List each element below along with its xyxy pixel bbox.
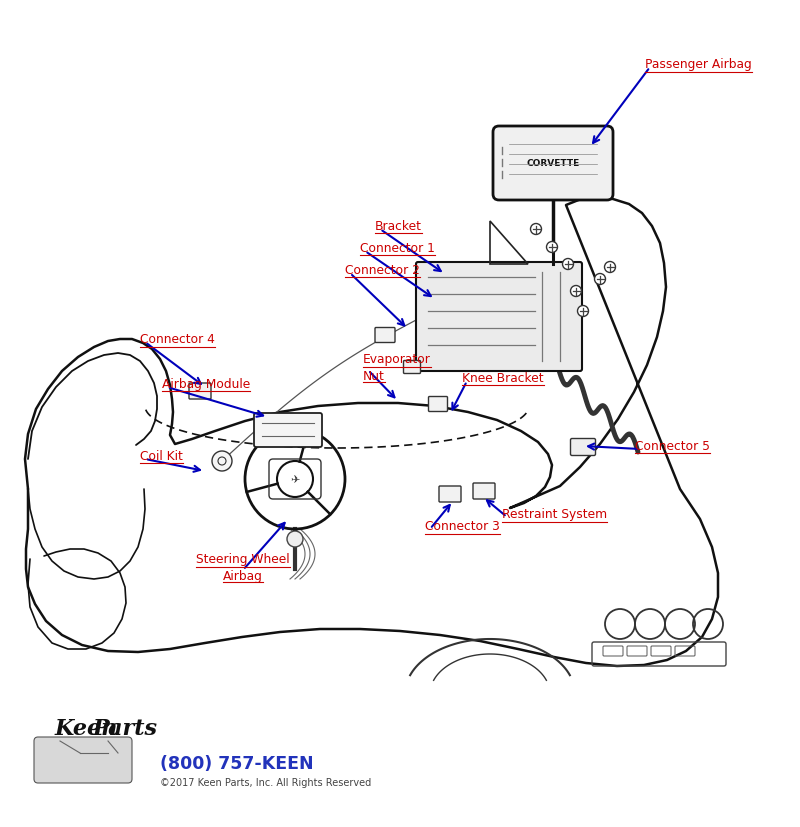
Circle shape xyxy=(578,306,589,317)
FancyBboxPatch shape xyxy=(254,414,322,447)
Text: (800) 757-KEEN: (800) 757-KEEN xyxy=(160,754,314,772)
FancyBboxPatch shape xyxy=(34,737,132,783)
Circle shape xyxy=(530,224,542,235)
Text: Connector 5: Connector 5 xyxy=(635,439,710,452)
Circle shape xyxy=(546,242,558,253)
Text: Connector 3: Connector 3 xyxy=(425,519,500,533)
FancyBboxPatch shape xyxy=(493,127,613,201)
Circle shape xyxy=(212,452,232,471)
FancyBboxPatch shape xyxy=(473,484,495,500)
Circle shape xyxy=(570,286,582,297)
FancyBboxPatch shape xyxy=(375,328,395,343)
Text: Coil Kit: Coil Kit xyxy=(140,449,183,462)
Text: CORVETTE: CORVETTE xyxy=(526,160,580,169)
Text: Parts: Parts xyxy=(93,717,158,739)
Circle shape xyxy=(594,275,606,285)
Text: ©2017 Keen Parts, Inc. All Rights Reserved: ©2017 Keen Parts, Inc. All Rights Reserv… xyxy=(160,777,371,787)
Text: Evaporator
Nut: Evaporator Nut xyxy=(363,352,431,383)
FancyBboxPatch shape xyxy=(439,486,461,502)
Text: Knee Bracket: Knee Bracket xyxy=(462,371,544,385)
Text: ✈: ✈ xyxy=(290,475,300,485)
Text: Airbag Module: Airbag Module xyxy=(162,378,250,390)
Circle shape xyxy=(287,532,303,547)
Text: Connector 4: Connector 4 xyxy=(140,332,215,346)
FancyBboxPatch shape xyxy=(403,361,421,374)
Text: Connector 2: Connector 2 xyxy=(345,264,420,277)
Text: Steering Wheel
Airbag: Steering Wheel Airbag xyxy=(196,552,290,582)
Text: Connector 1: Connector 1 xyxy=(360,241,435,255)
FancyBboxPatch shape xyxy=(570,439,595,456)
FancyBboxPatch shape xyxy=(416,263,582,371)
Text: Keen: Keen xyxy=(55,717,118,739)
FancyBboxPatch shape xyxy=(189,384,211,399)
Text: Bracket: Bracket xyxy=(375,220,422,232)
FancyBboxPatch shape xyxy=(429,397,447,412)
Text: Passenger Airbag: Passenger Airbag xyxy=(645,58,752,71)
Text: Restraint System: Restraint System xyxy=(502,508,607,520)
Circle shape xyxy=(562,259,574,270)
Circle shape xyxy=(605,262,615,273)
